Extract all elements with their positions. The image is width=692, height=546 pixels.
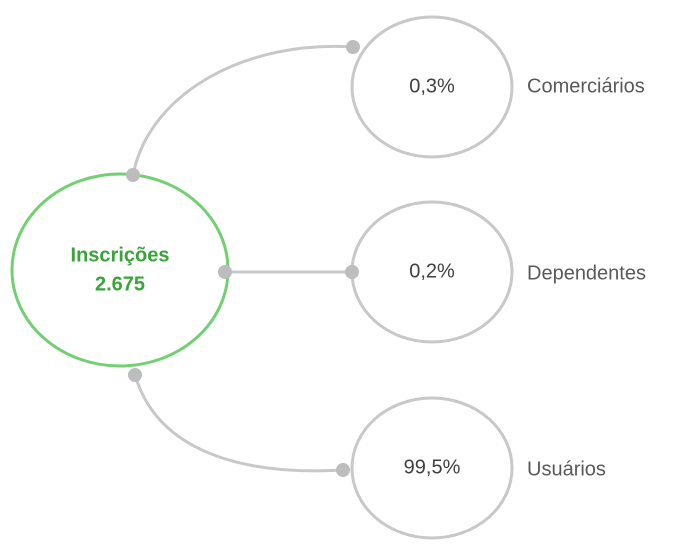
node-value: 0,2% (409, 260, 455, 282)
connector-dot (346, 40, 360, 54)
connector-dot (126, 168, 140, 182)
connector-dot (128, 368, 142, 382)
connector (131, 44, 354, 176)
node (350, 15, 514, 159)
node-value: 0,3% (409, 75, 455, 97)
connector-dot (336, 463, 350, 477)
center-value: 2.675 (95, 273, 145, 295)
connector (133, 374, 344, 473)
node (350, 396, 514, 540)
node-label: Comerciários (527, 75, 645, 97)
node-label: Usuários (527, 458, 606, 480)
connector-dot (345, 265, 359, 279)
node-label: Dependentes (527, 262, 646, 284)
center-node (10, 172, 230, 368)
node-value: 99,5% (404, 456, 461, 478)
center-label: Inscrições (71, 244, 170, 266)
connector-dot (218, 265, 232, 279)
